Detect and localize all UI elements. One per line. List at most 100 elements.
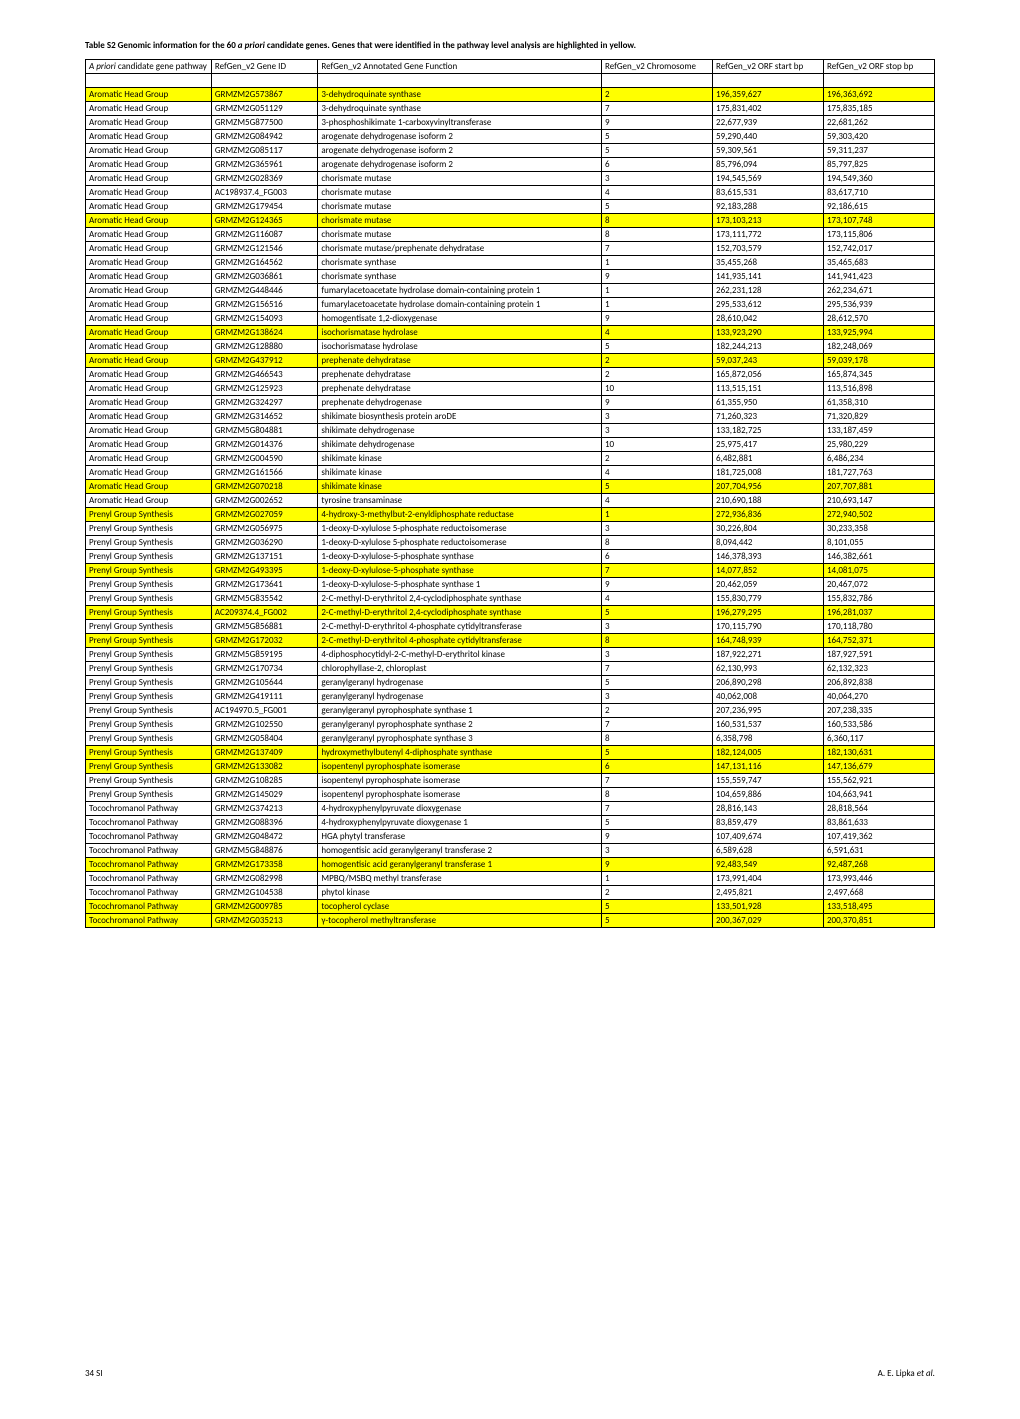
cell-stop: 25,980,229 [823,438,934,452]
cell-function: homogentisic acid geranylgeranyl transfe… [318,858,602,872]
cell-chrom: 2 [602,452,713,466]
cell-start: 59,309,561 [713,144,824,158]
cell-function: arogenate dehydrogenase isoform 2 [318,158,602,172]
cell-chrom: 3 [602,844,713,858]
cell-start: 40,062,008 [713,690,824,704]
cell-stop: 62,132,323 [823,662,934,676]
table-caption: Table S2 Genomic information for the 60 … [85,40,935,51]
cell-geneid: GRMZM2G365961 [211,158,318,172]
cell-stop: 160,533,586 [823,718,934,732]
cell-pathway: Tocochromanol Pathway [86,844,212,858]
cell-stop: 295,536,939 [823,298,934,312]
cell-function: γ-tocopherol methyltransferase [318,914,602,928]
cell-stop: 28,612,570 [823,312,934,326]
cell-chrom: 5 [602,914,713,928]
cell-stop: 61,358,310 [823,396,934,410]
cell-chrom: 6 [602,158,713,172]
cell-chrom: 6 [602,550,713,564]
cell-pathway: Tocochromanol Pathway [86,886,212,900]
cell-start: 182,244,213 [713,340,824,354]
cell-function: 3-dehydroquinate synthase [318,88,602,102]
header-stop: RefGen_v2 ORF stop bp [823,60,934,74]
cell-chrom: 3 [602,620,713,634]
cell-function: tocopherol cyclase [318,900,602,914]
cell-pathway: Aromatic Head Group [86,200,212,214]
cell-pathway: Aromatic Head Group [86,284,212,298]
table-row: Prenyl Group SynthesisGRMZM2G1720322-C-m… [86,634,935,648]
cell-chrom: 7 [602,564,713,578]
table-row: Prenyl Group SynthesisGRMZM2G108285isope… [86,774,935,788]
cell-geneid: GRMZM2G466543 [211,368,318,382]
cell-start: 83,615,531 [713,186,824,200]
cell-stop: 8,101,055 [823,536,934,550]
cell-chrom: 8 [602,732,713,746]
cell-chrom: 5 [602,816,713,830]
cell-function: chorismate mutase [318,186,602,200]
cell-geneid: GRMZM2G324297 [211,396,318,410]
cell-stop: 6,591,631 [823,844,934,858]
cell-function: tyrosine transaminase [318,494,602,508]
table-row: Prenyl Group SynthesisGRMZM2G419111geran… [86,690,935,704]
cell-function: phytol kinase [318,886,602,900]
cell-start: 147,131,116 [713,760,824,774]
cell-pathway: Prenyl Group Synthesis [86,746,212,760]
cell-pathway: Prenyl Group Synthesis [86,704,212,718]
cell-pathway: Aromatic Head Group [86,466,212,480]
cell-chrom: 1 [602,508,713,522]
cell-start: 173,103,213 [713,214,824,228]
cell-chrom: 9 [602,578,713,592]
cell-stop: 262,234,671 [823,284,934,298]
cell-chrom: 5 [602,200,713,214]
table-row: Prenyl Group SynthesisGRMZM2G133082isope… [86,760,935,774]
cell-geneid: GRMZM2G172032 [211,634,318,648]
table-row: Aromatic Head GroupGRMZM2G028369chorisma… [86,172,935,186]
cell-start: 187,922,271 [713,648,824,662]
cell-chrom: 8 [602,228,713,242]
table-row: Tocochromanol PathwayGRMZM2G009785tocoph… [86,900,935,914]
cell-chrom: 4 [602,186,713,200]
cell-start: 155,559,747 [713,774,824,788]
cell-geneid: GRMZM2G082998 [211,872,318,886]
cell-chrom: 4 [602,466,713,480]
cell-function: shikimate dehydrogenase [318,424,602,438]
table-row: Aromatic Head GroupGRMZM5G8775003-phosph… [86,116,935,130]
cell-stop: 113,516,898 [823,382,934,396]
cell-function: 1-deoxy-D-xylulose 5-phosphate reductois… [318,522,602,536]
cell-start: 28,816,143 [713,802,824,816]
cell-stop: 155,562,921 [823,774,934,788]
cell-chrom: 3 [602,424,713,438]
cell-stop: 272,940,502 [823,508,934,522]
cell-start: 164,748,939 [713,634,824,648]
cell-geneid: GRMZM2G070218 [211,480,318,494]
cell-pathway: Tocochromanol Pathway [86,816,212,830]
cell-stop: 146,382,661 [823,550,934,564]
cell-geneid: GRMZM2G014376 [211,438,318,452]
cell-function: arogenate dehydrogenase isoform 2 [318,130,602,144]
cell-start: 35,455,268 [713,256,824,270]
cell-function: shikimate dehydrogenase [318,438,602,452]
table-row: Aromatic Head GroupGRMZM2G365961arogenat… [86,158,935,172]
cell-chrom: 1 [602,298,713,312]
cell-pathway: Aromatic Head Group [86,144,212,158]
cell-start: 113,515,151 [713,382,824,396]
cell-start: 146,378,393 [713,550,824,564]
table-row: Aromatic Head GroupGRMZM2G161566shikimat… [86,466,935,480]
cell-start: 295,533,612 [713,298,824,312]
cell-chrom: 3 [602,410,713,424]
cell-start: 20,462,059 [713,578,824,592]
cell-geneid: GRMZM2G137151 [211,550,318,564]
table-row: Prenyl Group SynthesisGRMZM2G0270594-hyd… [86,508,935,522]
cell-function: shikimate biosynthesis protein aroDE [318,410,602,424]
cell-start: 92,183,288 [713,200,824,214]
cell-stop: 141,941,423 [823,270,934,284]
cell-chrom: 9 [602,270,713,284]
cell-stop: 59,039,178 [823,354,934,368]
cell-chrom: 5 [602,130,713,144]
cell-pathway: Aromatic Head Group [86,172,212,186]
header-geneid: RefGen_v2 Gene ID [211,60,318,74]
cell-chrom: 9 [602,858,713,872]
cell-function: 1-deoxy-D-xylulose-5-phosphate synthase [318,550,602,564]
cell-stop: 173,107,748 [823,214,934,228]
table-row: Aromatic Head GroupGRMZM2G036861chorisma… [86,270,935,284]
table-row: Tocochromanol PathwayGRMZM2G035213γ-toco… [86,914,935,928]
